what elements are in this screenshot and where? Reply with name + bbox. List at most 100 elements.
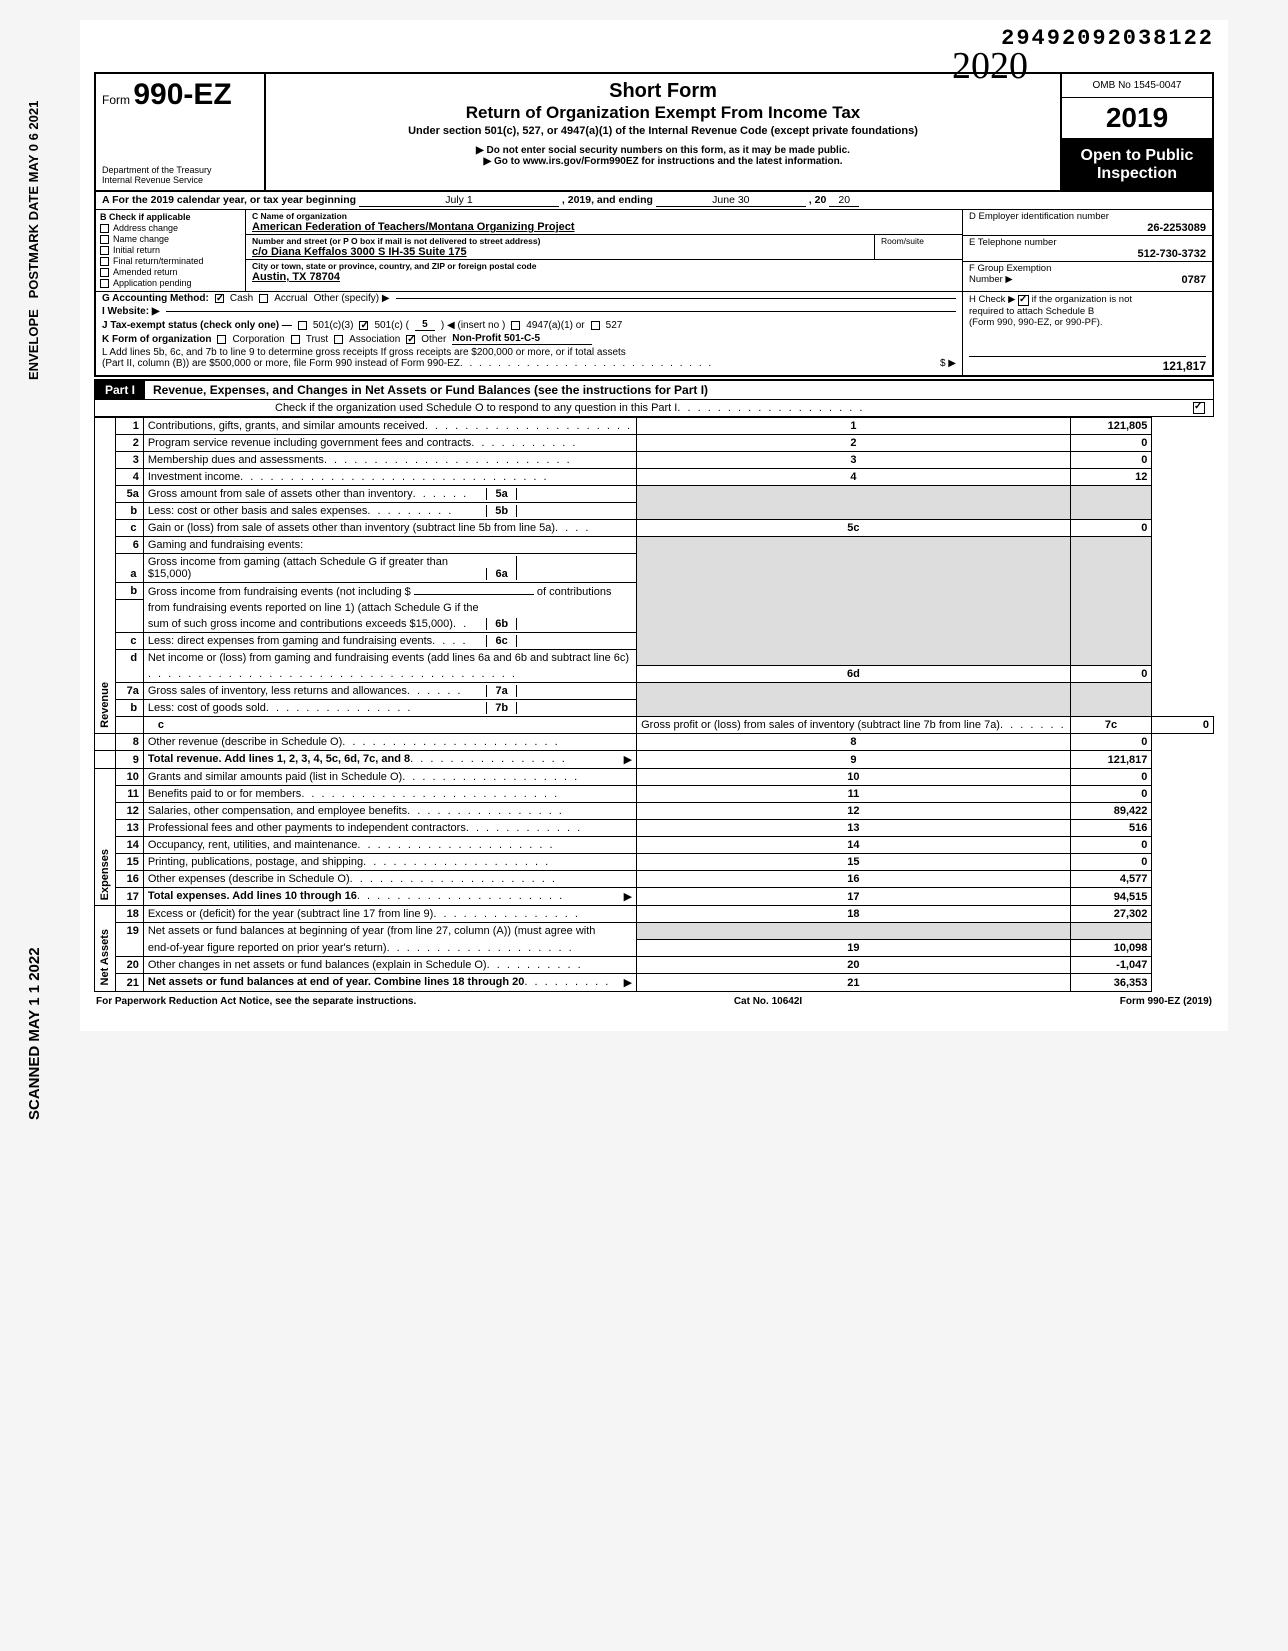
checkbox-501c[interactable]	[359, 321, 368, 330]
room-suite-cell[interactable]: Room/suite	[874, 235, 962, 259]
line4-amt[interactable]: 12	[1070, 469, 1152, 486]
checkbox-accrual[interactable]	[259, 294, 268, 303]
line2-num: 2	[637, 435, 1071, 452]
checkbox-trust[interactable]	[291, 335, 300, 344]
line18-amt[interactable]: 27,302	[1070, 906, 1152, 923]
room-label: Room/suite	[881, 236, 924, 246]
k-other-val[interactable]: Non-Profit 501-C-5	[452, 333, 592, 345]
line1-amt[interactable]: 121,805	[1070, 418, 1152, 435]
org-street[interactable]: c/o Diana Keffalos 3000 S IH-35 Suite 17…	[252, 246, 868, 258]
dln: 29492092038122	[1001, 26, 1214, 51]
line14-amt[interactable]: 0	[1070, 837, 1152, 854]
chk-final-return[interactable]: Final return/terminated	[100, 256, 241, 266]
chk-initial-return[interactable]: Initial return	[100, 245, 241, 255]
line5a-miniamt[interactable]	[516, 488, 636, 500]
footer-mid: Cat No. 10642I	[734, 996, 802, 1007]
line13-amt[interactable]: 516	[1070, 820, 1152, 837]
checkbox-schedule-b[interactable]	[1018, 295, 1029, 306]
checkbox-icon[interactable]	[100, 235, 109, 244]
org-name[interactable]: American Federation of Teachers/Montana …	[252, 221, 956, 233]
line8-amt[interactable]: 0	[1070, 734, 1152, 751]
line6b-l2: from fundraising events reported on line…	[143, 600, 636, 616]
checkbox-assoc[interactable]	[334, 335, 343, 344]
line19-amt[interactable]: 10,098	[1070, 939, 1152, 956]
line-13: 13Professional fees and other payments t…	[95, 820, 1214, 837]
h-line1: H Check ▶	[969, 294, 1015, 305]
rowA-begin[interactable]: July 1	[359, 194, 559, 207]
checkbox-corp[interactable]	[217, 335, 226, 344]
line5c-amt[interactable]: 0	[1070, 520, 1152, 537]
g-other-input[interactable]	[396, 298, 956, 299]
line6a-miniamt[interactable]	[516, 556, 636, 580]
website-input[interactable]	[166, 311, 956, 312]
line7a-miniamt[interactable]	[516, 685, 636, 697]
line5a-mini: 5a	[486, 488, 516, 500]
row-h-schedule-b: H Check ▶ if the organization is not req…	[969, 294, 1206, 328]
checkbox-schedule-o[interactable]	[1193, 402, 1205, 414]
line-15: 15Printing, publications, postage, and s…	[95, 854, 1214, 871]
line17-amt[interactable]: 94,515	[1070, 888, 1152, 906]
line6b-miniamt[interactable]	[516, 618, 636, 630]
l-amount[interactable]: 121,817	[969, 356, 1206, 373]
gen-value[interactable]: 0787	[1182, 274, 1206, 286]
line12-amt[interactable]: 89,422	[1070, 803, 1152, 820]
phone-value[interactable]: 512-730-3732	[969, 248, 1206, 260]
rowA-yy[interactable]: 20	[829, 194, 859, 207]
line15-num: 15	[637, 854, 1071, 871]
line11-num: 11	[637, 786, 1071, 803]
chk-amended[interactable]: Amended return	[100, 267, 241, 277]
chk-name-change[interactable]: Name change	[100, 234, 241, 244]
checkbox-other-org[interactable]	[406, 335, 415, 344]
part-1-header: Part I Revenue, Expenses, and Changes in…	[94, 379, 1214, 400]
line7b-mini: 7b	[486, 702, 516, 714]
left-margin-stamps: ENVELOPE POSTMARK DATE MAY 0 6 2021 SCAN…	[20, 20, 72, 1031]
line4-num: 4	[637, 469, 1071, 486]
line-6: 6Gaming and fundraising events:	[95, 537, 1214, 554]
line7c-amt[interactable]: 0	[1152, 717, 1214, 734]
checkbox-icon[interactable]	[100, 246, 109, 255]
line21-amt[interactable]: 36,353	[1070, 973, 1152, 991]
ein-value[interactable]: 26-2253089	[969, 222, 1206, 234]
line20-amt[interactable]: -1,047	[1070, 956, 1152, 973]
part1-sub: Check if the organization used Schedule …	[94, 400, 1214, 417]
line11-amt[interactable]: 0	[1070, 786, 1152, 803]
org-city[interactable]: Austin, TX 78704	[252, 271, 956, 283]
line16-num: 16	[637, 871, 1071, 888]
chk-label: Application pending	[113, 278, 192, 288]
line10-amt[interactable]: 0	[1070, 769, 1152, 786]
line-7a: 7a Gross sales of inventory, less return…	[95, 683, 1214, 700]
line9-amt[interactable]: 121,817	[1070, 751, 1152, 769]
checkbox-501c3[interactable]	[298, 321, 307, 330]
line7b-miniamt[interactable]	[516, 702, 636, 714]
line10-text: Grants and similar amounts paid (list in…	[148, 771, 402, 783]
side-label-expenses: Expenses	[95, 769, 116, 906]
checkbox-4947[interactable]	[511, 321, 520, 330]
j-cnum[interactable]: 5	[415, 319, 435, 331]
chk-app-pending[interactable]: Application pending	[100, 278, 241, 288]
f-label2: Number ▶	[969, 274, 1013, 285]
envelope-text: ENVELOPE	[26, 309, 41, 380]
checkbox-icon[interactable]	[100, 268, 109, 277]
line16-amt[interactable]: 4,577	[1070, 871, 1152, 888]
chk-address-change[interactable]: Address change	[100, 223, 241, 233]
line6b-amount-input[interactable]	[414, 594, 534, 595]
checkbox-icon[interactable]	[100, 224, 109, 233]
line15-amt[interactable]: 0	[1070, 854, 1152, 871]
street-cell: Number and street (or P O box if mail is…	[246, 235, 874, 259]
line6c-miniamt[interactable]	[516, 635, 636, 647]
checkbox-cash[interactable]	[215, 294, 224, 303]
checkbox-icon[interactable]	[100, 257, 109, 266]
checkbox-icon[interactable]	[100, 279, 109, 288]
line6d-amt[interactable]: 0	[1070, 666, 1152, 683]
checkbox-527[interactable]	[591, 321, 600, 330]
line5b-miniamt[interactable]	[516, 505, 636, 517]
shaded-cell	[637, 923, 1071, 940]
row-j-tax-status: J Tax-exempt status (check only one) — 5…	[96, 318, 962, 332]
line-5a: 5a Gross amount from sale of assets othe…	[95, 486, 1214, 503]
line3-amt[interactable]: 0	[1070, 452, 1152, 469]
line6b-mini: 6b	[486, 618, 516, 630]
line2-amt[interactable]: 0	[1070, 435, 1152, 452]
line13-text: Professional fees and other payments to …	[148, 822, 466, 834]
line3-num: 3	[637, 452, 1071, 469]
rowA-end[interactable]: June 30	[656, 194, 806, 207]
